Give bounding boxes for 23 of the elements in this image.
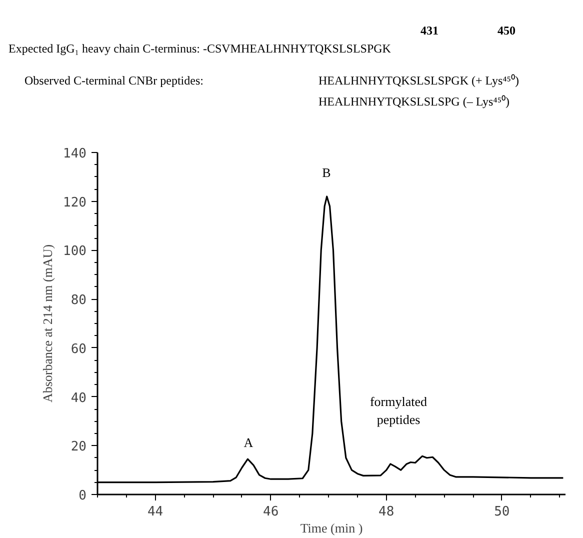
y-tick-label: 0 [78,488,86,504]
text: 450 [498,24,516,38]
text: HEALHNHYTQKSLSLSPGK (+ Lys⁴⁵⁰) [318,74,519,88]
annotation: A [244,435,254,450]
y-tick-label: 60 [70,342,87,357]
x-axis-title: Time (min ) [300,520,363,536]
y-tick-label: 80 [70,293,87,308]
y-tick-label: 100 [63,244,87,260]
y-tick-label: 140 [63,146,87,162]
text: Expected IgG₁ heavy chain C-terminus: -CSVMHEALHNHYTQKSLSLSPGK [8,42,392,56]
y-tick-label: 20 [70,440,87,455]
text: 431 [420,24,438,38]
annotation: formylated peptides [370,394,428,427]
text: Observed C-terminal CNBr peptides: [24,74,204,88]
y-tick-label: 40 [70,390,87,406]
text: HEALHNHYTQKSLSLSPG (– Lys⁴⁵⁰) [318,94,510,108]
y-tick-label: 120 [63,195,87,210]
annotation: B [322,165,332,180]
x-tick-label: 48 [378,504,394,520]
x-tick-label: 44 [147,504,164,520]
x-tick-label: 50 [494,504,510,520]
y-axis-title: Absorbance at 214 nm (mAU) [40,244,56,403]
x-tick-label: 46 [263,504,279,520]
